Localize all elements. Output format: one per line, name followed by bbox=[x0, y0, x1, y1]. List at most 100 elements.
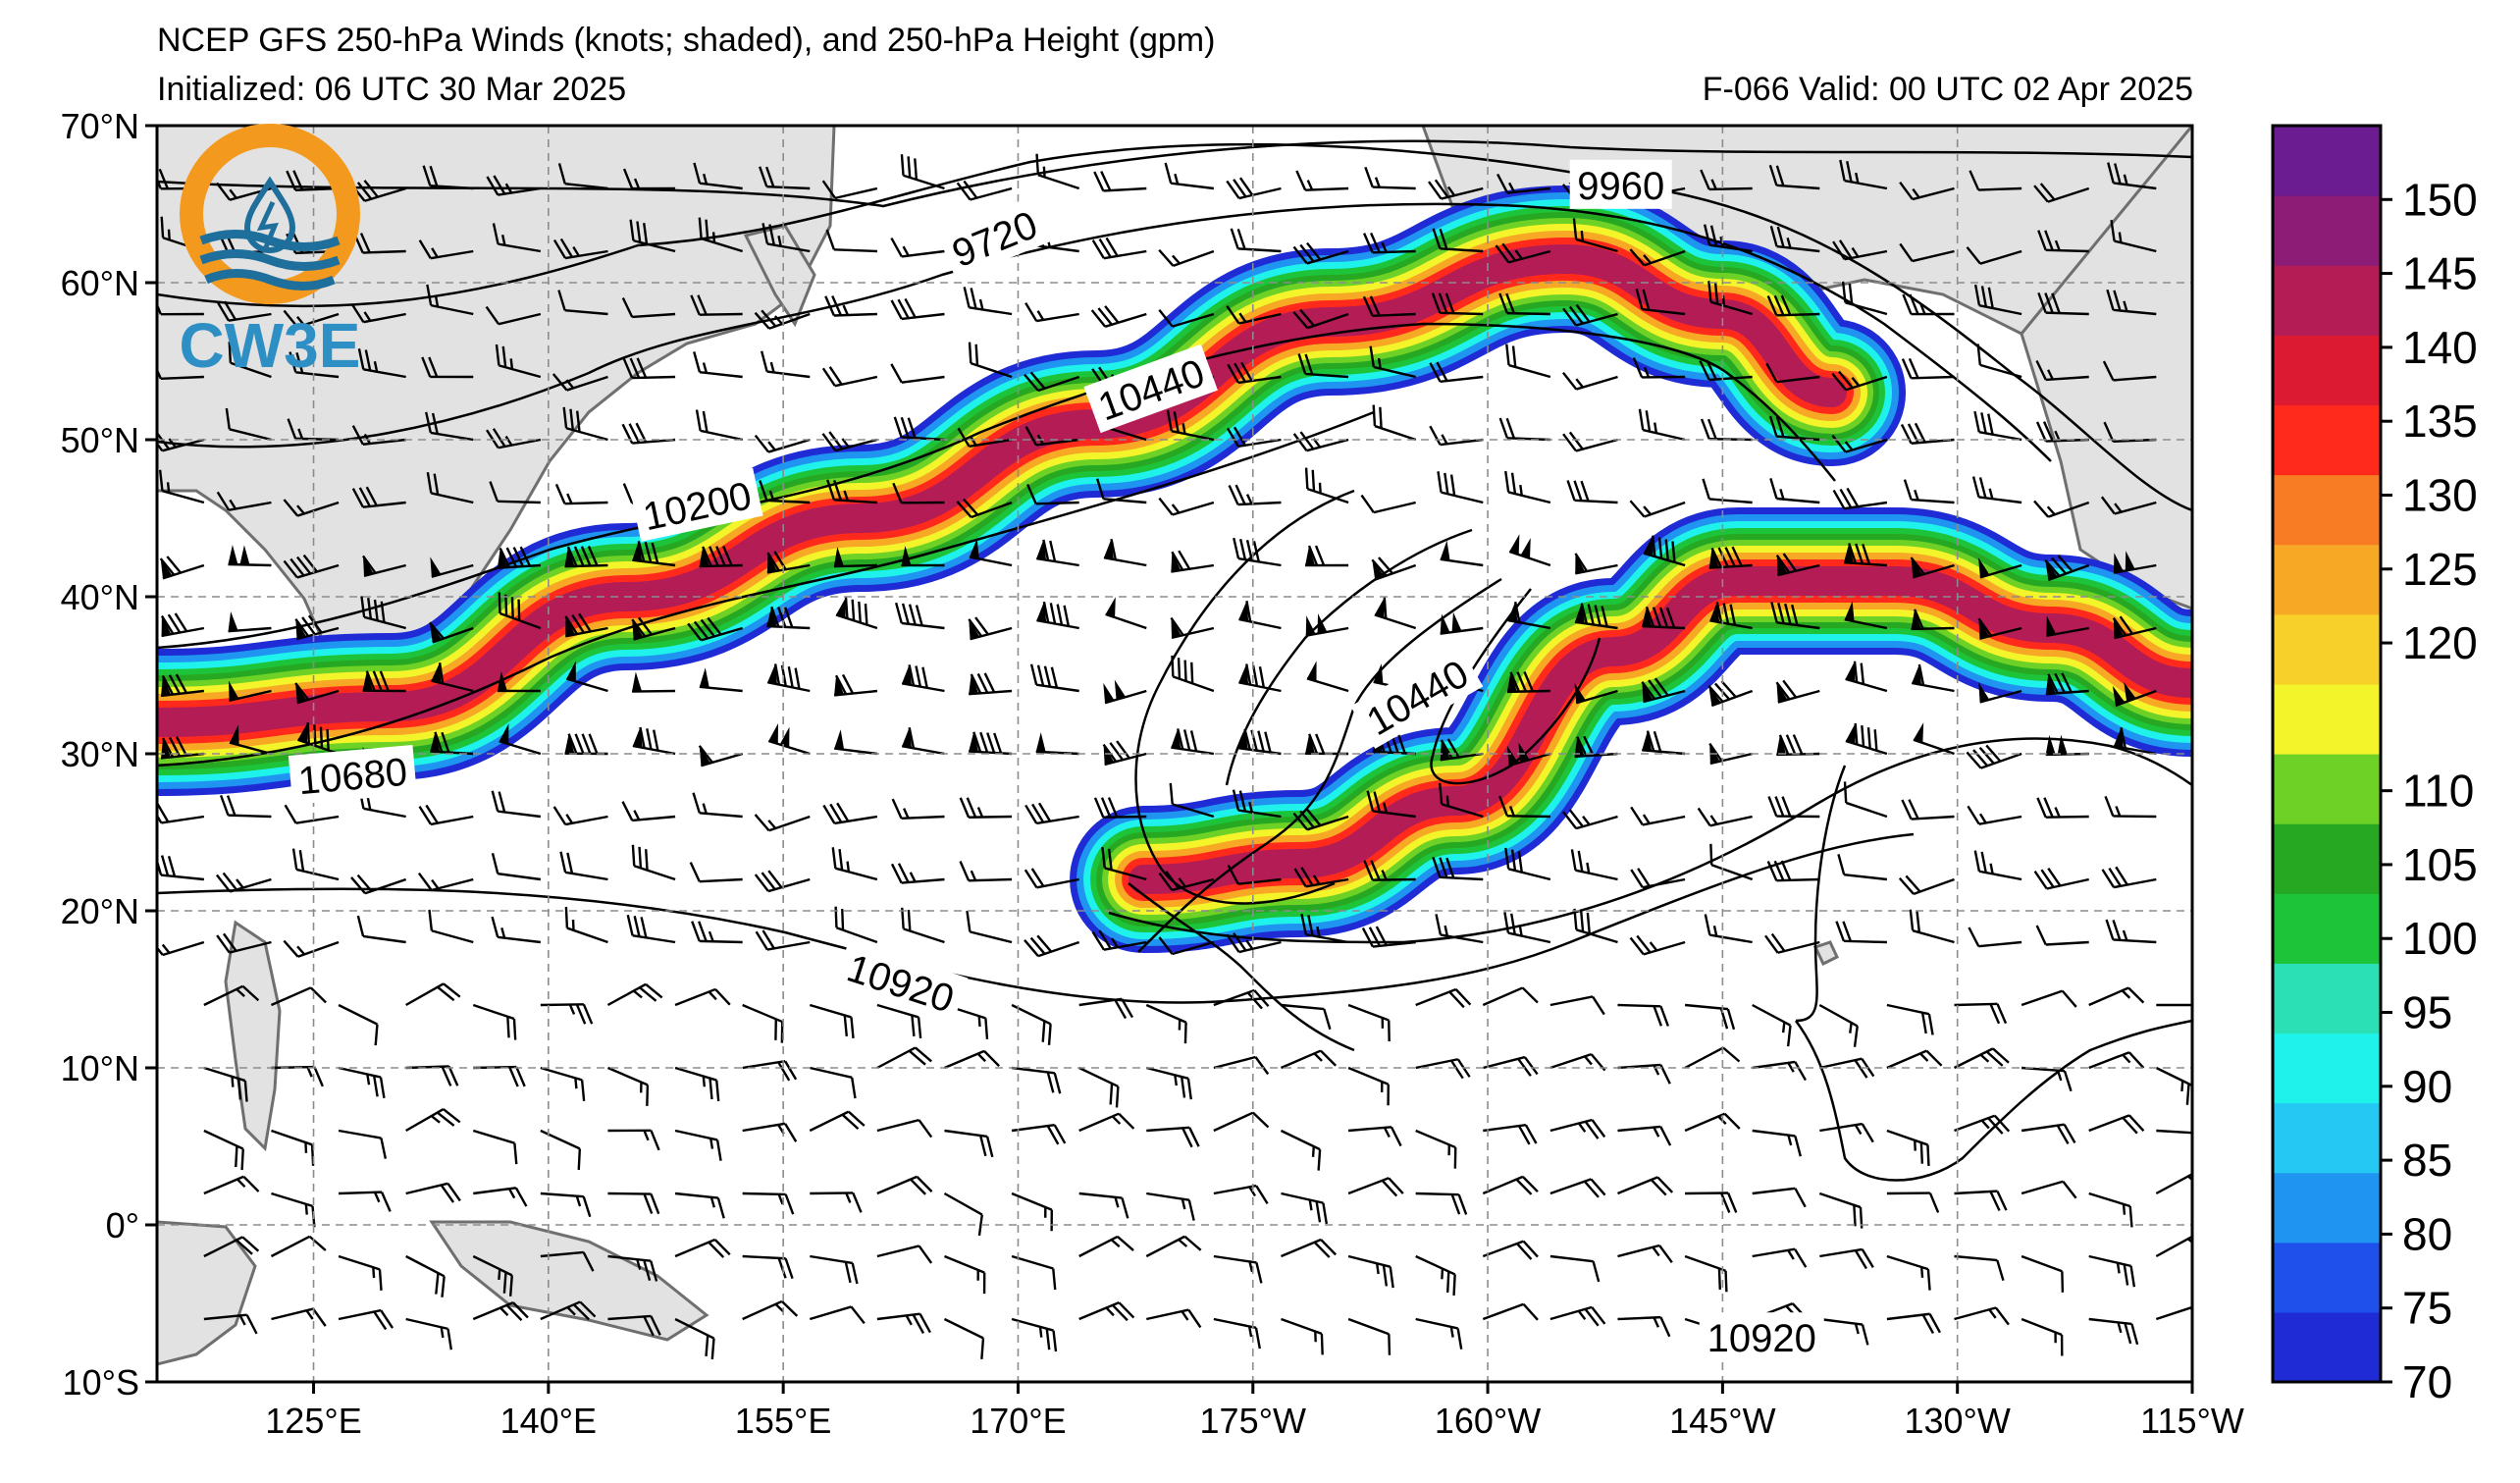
contour-label: 10920 bbox=[1699, 1312, 1824, 1362]
wind-barb bbox=[356, 915, 406, 944]
wind-barb bbox=[1843, 543, 1887, 567]
wind-barb bbox=[1415, 987, 1472, 1009]
wind-barb bbox=[1093, 171, 1147, 192]
wind-barb bbox=[1770, 602, 1820, 630]
wind-barb bbox=[1170, 616, 1215, 640]
wind-barb bbox=[1438, 782, 1484, 819]
wind-barb bbox=[1029, 663, 1079, 693]
wind-barb bbox=[1226, 426, 1282, 449]
colorbar-tick-label: 130 bbox=[2402, 469, 2478, 520]
wind-barb bbox=[1364, 166, 1416, 190]
wind-barb bbox=[351, 486, 406, 508]
wind-barb bbox=[1101, 846, 1147, 881]
wind-barb bbox=[2045, 672, 2089, 696]
wind-barb bbox=[1752, 1247, 1808, 1268]
wind-barb bbox=[622, 357, 676, 380]
wind-barb bbox=[1702, 478, 1753, 504]
wind-barb bbox=[943, 1317, 985, 1359]
wind-barb bbox=[1437, 471, 1484, 504]
wind-speed-shading bbox=[157, 185, 2192, 953]
wind-barb bbox=[1629, 248, 1686, 267]
wind-barb bbox=[943, 1192, 984, 1237]
wind-barb bbox=[1617, 1244, 1673, 1264]
wind-barb bbox=[759, 480, 811, 504]
wind-barb bbox=[1700, 169, 1753, 191]
wind-barb bbox=[1145, 1066, 1192, 1100]
wind-barb bbox=[157, 358, 204, 381]
wind-barb bbox=[2155, 1066, 2192, 1108]
wind-barb bbox=[1103, 538, 1147, 567]
wind-barb bbox=[1769, 225, 1820, 253]
colorbar-swatch bbox=[2273, 823, 2381, 894]
wind-barb bbox=[1024, 934, 1080, 958]
wind-barb bbox=[1549, 1178, 1606, 1198]
wind-barb bbox=[428, 909, 474, 944]
wind-barb bbox=[1011, 1192, 1054, 1232]
wind-barb bbox=[1035, 153, 1080, 190]
wind-barb bbox=[289, 351, 340, 379]
wind-barb bbox=[607, 1129, 660, 1151]
wind-barb bbox=[225, 407, 272, 442]
wind-barb bbox=[810, 1254, 859, 1285]
wind-barb bbox=[1708, 546, 1753, 569]
contour-label-box bbox=[630, 467, 763, 542]
wind-barb bbox=[1954, 1254, 2005, 1282]
wind-barb bbox=[219, 794, 272, 819]
wind-barb bbox=[607, 1254, 658, 1282]
wind-barb bbox=[1440, 611, 1484, 635]
wind-barb bbox=[1281, 1192, 1329, 1225]
wind-barb bbox=[157, 937, 205, 957]
wind-barb bbox=[1764, 932, 1820, 954]
wind-barb bbox=[1506, 742, 1551, 768]
wind-barb bbox=[1292, 241, 1349, 265]
wind-barb bbox=[338, 1003, 379, 1046]
wind-barb bbox=[489, 481, 541, 504]
wind-barb bbox=[2044, 555, 2090, 582]
wind-barb bbox=[2113, 726, 2157, 756]
wind-barb bbox=[1819, 1317, 1869, 1346]
colorbar-swatch bbox=[2273, 613, 2381, 685]
wind-barb bbox=[2021, 1180, 2077, 1199]
valid-time: F-066 Valid: 00 UTC 02 Apr 2025 bbox=[1702, 71, 2193, 108]
wind-barb bbox=[229, 724, 272, 756]
wind-barb bbox=[621, 297, 676, 319]
wind-barb bbox=[1305, 545, 1349, 567]
wind-barb bbox=[357, 348, 406, 379]
wind-barb bbox=[693, 162, 743, 190]
height-contour bbox=[1128, 882, 1355, 1052]
colorbar-swatch bbox=[2273, 265, 2381, 336]
wind-barb bbox=[1145, 1235, 1202, 1258]
contour-label-text: 9960 bbox=[1577, 165, 1664, 208]
wind-barb bbox=[228, 545, 272, 567]
wind-barb bbox=[2106, 289, 2157, 316]
wind-barb bbox=[1635, 288, 1686, 316]
wind-barb bbox=[431, 662, 474, 693]
colorbar-swatch bbox=[2273, 1033, 2381, 1104]
wind-barb bbox=[1978, 682, 2022, 704]
wind-barb bbox=[674, 1066, 720, 1102]
wind-barb bbox=[216, 491, 272, 511]
wind-barb bbox=[2037, 291, 2089, 316]
wind-barb bbox=[552, 806, 608, 826]
lon-tick-label: 145°W bbox=[1669, 1401, 1775, 1441]
wind-barb bbox=[1292, 808, 1349, 831]
wind-barb bbox=[497, 670, 541, 693]
lon-tick-label: 125°E bbox=[265, 1401, 361, 1441]
wind-barb bbox=[626, 914, 676, 944]
borneo-landmass bbox=[157, 1220, 257, 1366]
wind-barb bbox=[767, 723, 811, 756]
wind-barb bbox=[968, 342, 1013, 379]
wind-barb bbox=[1011, 1317, 1058, 1352]
wind-barb bbox=[422, 165, 474, 190]
wind-barb bbox=[1363, 860, 1416, 881]
lat-tick-label: 10°N bbox=[61, 1048, 139, 1088]
wind-barb bbox=[1886, 1254, 1931, 1291]
wind-barb bbox=[1300, 913, 1349, 944]
wind-barb bbox=[831, 847, 878, 881]
wind-barb bbox=[606, 982, 663, 1007]
wind-barb bbox=[835, 597, 878, 630]
wind-barb bbox=[1366, 790, 1416, 819]
wind-barb bbox=[557, 290, 608, 316]
wind-barb bbox=[1504, 847, 1551, 881]
